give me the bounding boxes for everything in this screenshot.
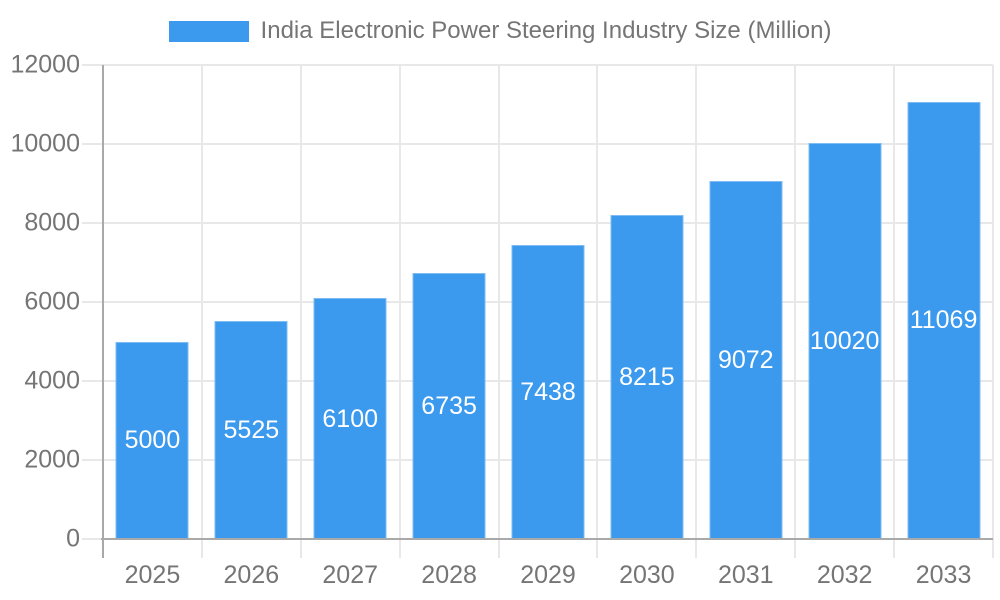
- gridline-x-boundary-1: [200, 65, 203, 558]
- y-tick-label-2000: 2000: [24, 445, 80, 474]
- x-tick-label-2030: 2030: [619, 561, 675, 589]
- gridline-y-8000: [82, 222, 993, 225]
- y-tick-label-10000: 10000: [10, 129, 80, 158]
- legend-swatch-icon: [168, 20, 249, 42]
- gridline-x-boundary-8: [893, 65, 896, 558]
- x-tick-label-2026: 2026: [223, 561, 280, 589]
- y-tick-label-8000: 8000: [24, 208, 80, 237]
- y-tick-label-6000: 6000: [24, 287, 80, 316]
- x-axis-labels: 2025 2026 2027 2028 2029 2030 2031 2032 2033: [103, 560, 993, 590]
- x-tick-label-2033: 2033: [915, 561, 972, 589]
- bar-2030[interactable]: 8215: [610, 214, 684, 539]
- x-axis-line: [101, 538, 993, 540]
- y-tick-label-4000: 4000: [24, 366, 80, 395]
- bar-value-label-2030: 8215: [619, 362, 675, 391]
- y-axis-line: [102, 65, 104, 558]
- bar-value-label-2025: 5000: [124, 426, 181, 455]
- gridline-x-boundary-6: [695, 65, 698, 558]
- gridline-x-boundary-9: [992, 65, 994, 558]
- gridline-x-boundary-4: [497, 65, 500, 558]
- x-tick-label-2025: 2025: [124, 561, 181, 589]
- bar-2027[interactable]: 6100: [313, 298, 387, 539]
- bar-2025[interactable]: 5000: [115, 341, 189, 539]
- gridline-x-boundary-5: [596, 65, 599, 558]
- x-tick-label-2028: 2028: [421, 561, 477, 589]
- bar-2028[interactable]: 6735: [412, 272, 486, 539]
- gridline-x-boundary-7: [794, 65, 797, 558]
- bar-value-label-2026: 5525: [223, 415, 280, 444]
- bar-2026[interactable]: 5525: [214, 320, 288, 539]
- gridline-x-boundary-2: [299, 65, 302, 558]
- legend-item[interactable]: India Electronic Power Steering Industry…: [0, 17, 1000, 45]
- y-tick-label-12000: 12000: [10, 50, 80, 79]
- bar-2032[interactable]: 10020: [808, 143, 882, 539]
- bar-2029[interactable]: 7438: [511, 245, 585, 539]
- bar-value-label-2031: 9072: [717, 345, 774, 374]
- x-tick-label-2029: 2029: [520, 561, 576, 589]
- bar-value-label-2033: 11069: [909, 306, 978, 335]
- y-axis-labels: 0 2000 4000 6000 8000 10000 12000: [0, 52, 80, 551]
- plot-area: 5000 5525 6100 6735 7438 8215 9072 10020 11069: [82, 64, 994, 558]
- gridline-x-boundary-3: [398, 65, 401, 558]
- gridline-y-12000: [82, 64, 993, 66]
- bar-value-label-2029: 7438: [520, 378, 576, 407]
- bar-value-label-2028: 6735: [421, 391, 477, 420]
- bar-2033[interactable]: 11069: [907, 101, 981, 539]
- x-tick-label-2032: 2032: [816, 561, 873, 589]
- x-tick-label-2027: 2027: [322, 561, 379, 589]
- y-tick-label-0: 0: [66, 524, 80, 553]
- legend-label: India Electronic Power Steering Industry…: [260, 17, 832, 44]
- x-tick-label-2031: 2031: [717, 561, 774, 589]
- bar-value-label-2032: 10020: [809, 327, 880, 356]
- bar-value-label-2027: 6100: [322, 404, 379, 433]
- gridline-y-10000: [82, 143, 993, 145]
- bar-2031[interactable]: 9072: [709, 180, 783, 539]
